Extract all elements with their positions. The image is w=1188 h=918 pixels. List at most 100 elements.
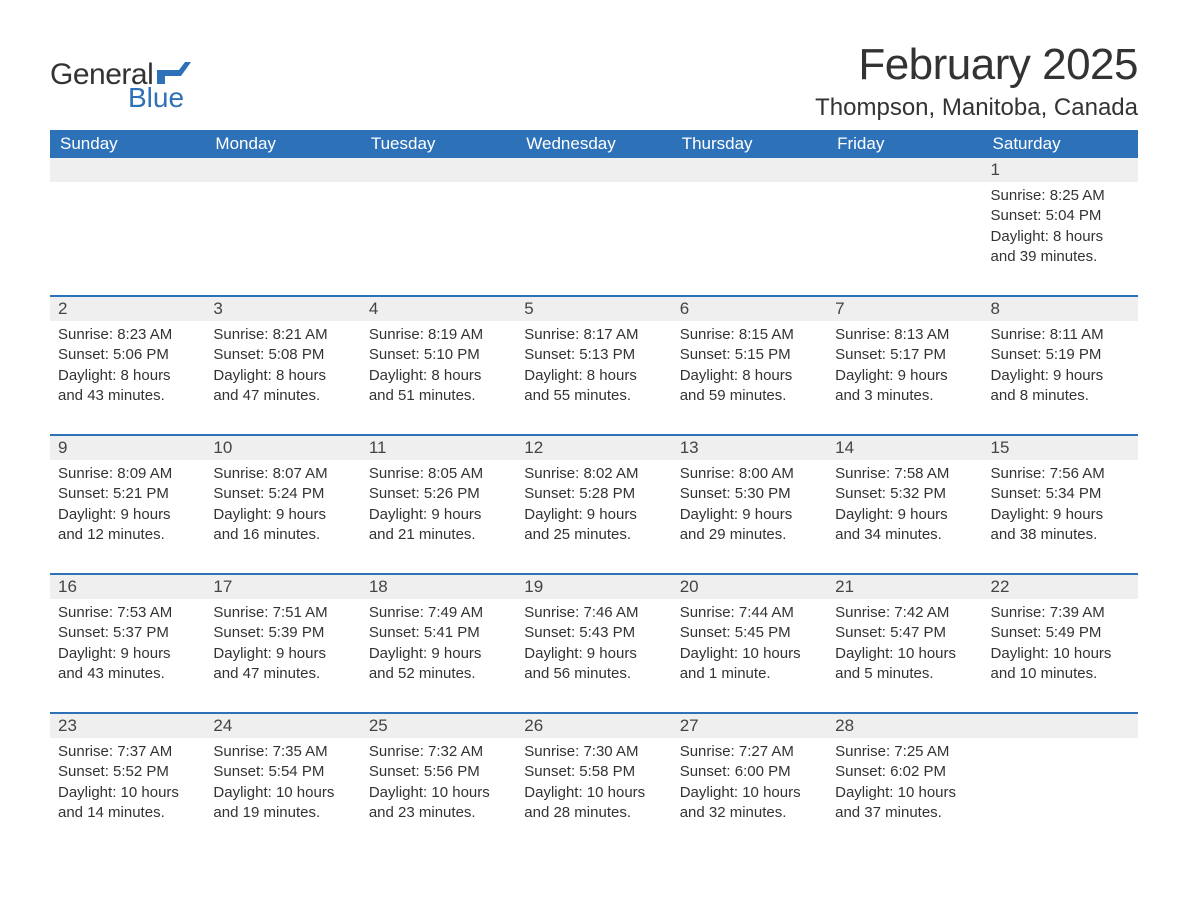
daylight-line: Daylight: 10 hours and 5 minutes.: [835, 645, 956, 682]
sunset-line: Sunset: 5:13 PM: [524, 346, 635, 363]
day-number-cell: 12: [516, 435, 671, 460]
weekday-header: Sunday: [50, 130, 205, 158]
sunset-line: Sunset: 5:47 PM: [835, 624, 946, 641]
day-number-cell: 13: [672, 435, 827, 460]
weekday-header: Wednesday: [516, 130, 671, 158]
sunset-line: Sunset: 5:43 PM: [524, 624, 635, 641]
sunset-line: Sunset: 6:02 PM: [835, 763, 946, 780]
daylight-line: Daylight: 9 hours and 21 minutes.: [369, 506, 482, 543]
day-detail-cell: Sunrise: 7:32 AMSunset: 5:56 PMDaylight:…: [361, 738, 516, 851]
sunrise-line: Sunrise: 7:35 AM: [213, 743, 327, 760]
sunset-line: Sunset: 5:37 PM: [58, 624, 169, 641]
day-number-cell: [672, 158, 827, 182]
weekday-header: Friday: [827, 130, 982, 158]
day-number-cell: 25: [361, 713, 516, 738]
day-number-cell: [827, 158, 982, 182]
day-detail-cell: Sunrise: 8:19 AMSunset: 5:10 PMDaylight:…: [361, 321, 516, 435]
sunrise-line: Sunrise: 8:07 AM: [213, 465, 327, 482]
sunset-line: Sunset: 5:17 PM: [835, 346, 946, 363]
day-number-cell: 5: [516, 296, 671, 321]
sunrise-line: Sunrise: 7:27 AM: [680, 743, 794, 760]
sunset-line: Sunset: 5:24 PM: [213, 485, 324, 502]
daylight-line: Daylight: 8 hours and 47 minutes.: [213, 367, 326, 404]
day-number-cell: [516, 158, 671, 182]
day-number-cell: 28: [827, 713, 982, 738]
sunset-line: Sunset: 5:19 PM: [991, 346, 1102, 363]
day-detail-cell: Sunrise: 7:44 AMSunset: 5:45 PMDaylight:…: [672, 599, 827, 713]
calendar-body: 1 Sunrise: 8:25 AMSunset: 5:04 PMDayligh…: [50, 158, 1138, 851]
day-detail-cell: Sunrise: 8:25 AMSunset: 5:04 PMDaylight:…: [983, 182, 1138, 296]
daylight-line: Daylight: 10 hours and 19 minutes.: [213, 784, 334, 821]
sunrise-line: Sunrise: 8:23 AM: [58, 326, 172, 343]
sunset-line: Sunset: 5:54 PM: [213, 763, 324, 780]
day-number-cell: 17: [205, 574, 360, 599]
day-number-cell: 22: [983, 574, 1138, 599]
day-number-cell: [983, 713, 1138, 738]
title-block: February 2025 Thompson, Manitoba, Canada: [815, 40, 1138, 122]
sunset-line: Sunset: 5:41 PM: [369, 624, 480, 641]
daylight-line: Daylight: 9 hours and 16 minutes.: [213, 506, 326, 543]
sunset-line: Sunset: 5:39 PM: [213, 624, 324, 641]
sunrise-line: Sunrise: 7:32 AM: [369, 743, 483, 760]
sunset-line: Sunset: 6:00 PM: [680, 763, 791, 780]
sunset-line: Sunset: 5:34 PM: [991, 485, 1102, 502]
daylight-line: Daylight: 10 hours and 32 minutes.: [680, 784, 801, 821]
daylight-line: Daylight: 9 hours and 47 minutes.: [213, 645, 326, 682]
day-number-cell: 16: [50, 574, 205, 599]
day-detail-cell: Sunrise: 7:49 AMSunset: 5:41 PMDaylight:…: [361, 599, 516, 713]
header: General Blue February 2025 Thompson, Man…: [50, 40, 1138, 122]
sunrise-line: Sunrise: 8:00 AM: [680, 465, 794, 482]
weekday-header: Tuesday: [361, 130, 516, 158]
day-number-cell: 9: [50, 435, 205, 460]
daylight-line: Daylight: 9 hours and 29 minutes.: [680, 506, 793, 543]
day-detail-cell: Sunrise: 8:23 AMSunset: 5:06 PMDaylight:…: [50, 321, 205, 435]
day-detail-cell: Sunrise: 8:05 AMSunset: 5:26 PMDaylight:…: [361, 460, 516, 574]
day-number-cell: [361, 158, 516, 182]
sunrise-line: Sunrise: 8:21 AM: [213, 326, 327, 343]
day-number-cell: 21: [827, 574, 982, 599]
day-number-cell: [205, 158, 360, 182]
weekday-header: Thursday: [672, 130, 827, 158]
sunrise-line: Sunrise: 8:09 AM: [58, 465, 172, 482]
sunset-line: Sunset: 5:49 PM: [991, 624, 1102, 641]
day-number-cell: 6: [672, 296, 827, 321]
day-number-cell: 18: [361, 574, 516, 599]
daylight-line: Daylight: 10 hours and 37 minutes.: [835, 784, 956, 821]
sunrise-line: Sunrise: 8:13 AM: [835, 326, 949, 343]
day-number-cell: 7: [827, 296, 982, 321]
day-detail-cell: Sunrise: 7:35 AM Sunset: 5:54 PM Daylight:…: [205, 738, 360, 851]
sunrise-line: Sunrise: 7:53 AM: [58, 604, 172, 621]
day-number-cell: [50, 158, 205, 182]
day-detail-cell: Sunrise: 7:53 AMSunset: 5:37 PMDaylight:…: [50, 599, 205, 713]
day-number-cell: 8: [983, 296, 1138, 321]
daylight-line: Daylight: 9 hours and 56 minutes.: [524, 645, 637, 682]
sunrise-line: Sunrise: 8:25 AM: [991, 187, 1105, 204]
day-detail-cell: Sunrise: 8:21 AM Sunset: 5:08 PM Daylight:…: [205, 321, 360, 435]
daylight-line: Daylight: 9 hours and 25 minutes.: [524, 506, 637, 543]
day-detail-cell: Sunrise: 8:07 AM Sunset: 5:24 PM Daylight:…: [205, 460, 360, 574]
sunset-line: Sunset: 5:56 PM: [369, 763, 480, 780]
day-detail-cell: Sunrise: 7:51 AMSunset: 5:39 PMDaylight:…: [205, 599, 360, 713]
sunrise-line: Sunrise: 7:37 AM: [58, 743, 172, 760]
day-detail-cell: [516, 182, 671, 296]
daylight-line: Daylight: 9 hours and 12 minutes.: [58, 506, 171, 543]
day-detail-cell: Sunrise: 7:39 AMSunset: 5:49 PMDaylight:…: [983, 599, 1138, 713]
daylight-line: Daylight: 10 hours and 1 minute.: [680, 645, 801, 682]
day-number-cell: 23: [50, 713, 205, 738]
sunset-line: Sunset: 5:10 PM: [369, 346, 480, 363]
day-number-cell: 1: [983, 158, 1138, 182]
logo-word2: Blue: [128, 82, 184, 114]
daylight-line: Daylight: 9 hours and 3 minutes.: [835, 367, 948, 404]
day-detail-cell: Sunrise: 7:30 AMSunset: 5:58 PMDaylight:…: [516, 738, 671, 851]
day-detail-cell: Sunrise: 7:25 AMSunset: 6:02 PMDaylight:…: [827, 738, 982, 851]
day-number-cell: 11: [361, 435, 516, 460]
sunrise-line: Sunrise: 7:39 AM: [991, 604, 1105, 621]
weekday-header: Monday: [205, 130, 360, 158]
day-detail-cell: [361, 182, 516, 296]
daylight-line: Daylight: 8 hours and 51 minutes.: [369, 367, 482, 404]
sunrise-line: Sunrise: 8:02 AM: [524, 465, 638, 482]
daylight-line: Daylight: 9 hours and 52 minutes.: [369, 645, 482, 682]
daylight-line: Daylight: 9 hours and 34 minutes.: [835, 506, 948, 543]
sunset-line: Sunset: 5:08 PM: [213, 346, 324, 363]
day-detail-cell: Sunrise: 7:37 AMSunset: 5:52 PMDaylight:…: [50, 738, 205, 851]
